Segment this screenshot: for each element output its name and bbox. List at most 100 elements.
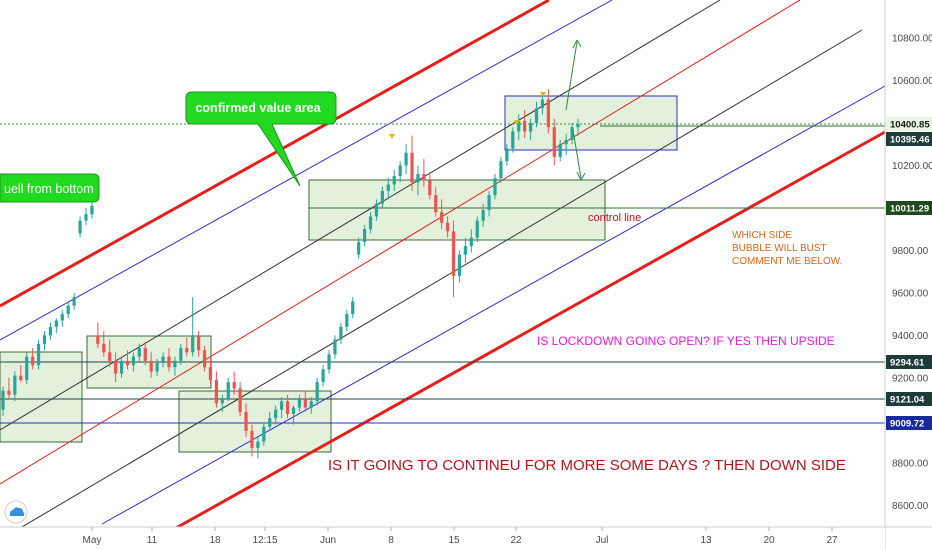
time-axis-background xyxy=(0,527,885,550)
channel-red-upper xyxy=(0,0,550,308)
candle-body xyxy=(558,144,562,157)
candle-body xyxy=(185,348,189,353)
callout-bell-text: uell from bottom xyxy=(4,182,94,196)
candle-body xyxy=(540,99,545,109)
lockdown-question: IS LOCKDOWN GOING OPEN? IF YES THEN UPSI… xyxy=(537,334,835,348)
candle-body xyxy=(285,401,290,414)
candle-body xyxy=(125,360,130,366)
candle-body xyxy=(475,220,479,238)
candle-body xyxy=(7,390,11,395)
candle-body xyxy=(517,120,521,132)
time-axis-ticks: May 11 18 12:15 Jun 8 15 22 Jul 13 20 27 xyxy=(83,527,838,546)
channel-red-lower xyxy=(175,130,886,530)
price-tag-label: 9294.61 xyxy=(890,358,925,369)
which-side-label: WHICH SIDE xyxy=(732,230,792,241)
time-axis[interactable]: May 11 18 12:15 Jun 8 15 22 Jul 13 20 27 xyxy=(0,526,932,550)
zone-may-2 xyxy=(178,390,332,453)
candlestick-series xyxy=(1,88,580,459)
candle-body xyxy=(108,352,112,361)
marker-top-3 xyxy=(540,92,546,97)
price-levels xyxy=(0,123,885,424)
candle-body xyxy=(137,348,141,357)
candle-body xyxy=(72,297,76,306)
candle-body xyxy=(546,99,550,128)
candle-body xyxy=(552,127,556,157)
candle-body xyxy=(244,411,248,431)
time-tick-label: Jun xyxy=(320,535,336,546)
candle-body xyxy=(392,176,396,185)
candle-body xyxy=(36,343,41,366)
zone-confirmed xyxy=(308,179,606,241)
tradingview-logo[interactable] xyxy=(4,500,28,524)
candle-body xyxy=(1,390,5,410)
candle-body xyxy=(191,335,195,353)
candle-body xyxy=(528,122,533,132)
channel-black-lower xyxy=(0,29,863,541)
candle-body xyxy=(362,229,367,242)
price-tag xyxy=(886,392,932,406)
candle-body xyxy=(149,360,153,372)
control-line-label: control line xyxy=(588,212,641,224)
candle-body xyxy=(511,131,515,149)
time-tick-label: 27 xyxy=(826,535,838,546)
price-tick-label: 9200.00 xyxy=(892,373,929,384)
candle-body xyxy=(422,173,426,181)
candle-body xyxy=(220,399,224,404)
candle-body xyxy=(226,382,230,400)
candle-body xyxy=(208,367,213,380)
candle-body xyxy=(214,379,219,404)
candle-body xyxy=(48,326,53,336)
marker-top-1 xyxy=(389,134,395,139)
candle-body xyxy=(309,401,313,408)
time-tick-label: 12:15 xyxy=(252,535,277,546)
price-tag xyxy=(886,117,932,131)
candle-body xyxy=(131,356,136,366)
candle-body xyxy=(368,216,373,230)
candle-body xyxy=(487,195,491,211)
candle-body xyxy=(161,356,165,363)
candle-body xyxy=(534,108,539,123)
zone-left xyxy=(0,351,83,443)
candle-body xyxy=(321,369,325,383)
candle-body xyxy=(155,362,159,372)
candle-body xyxy=(96,335,100,344)
candle-body xyxy=(78,220,82,234)
price-axis[interactable]: 8600.008800.009000.009200.009400.009600.… xyxy=(884,0,932,550)
candle-body xyxy=(143,348,147,361)
candle-body xyxy=(84,214,88,221)
arrow-up-head xyxy=(572,39,582,49)
price-tick-label: 8800.00 xyxy=(892,458,929,469)
candle-body xyxy=(66,305,70,315)
channel-red-median xyxy=(0,0,801,485)
time-tick-label: 18 xyxy=(209,535,221,546)
arrow-up-line xyxy=(565,41,578,111)
time-tick-label: 15 xyxy=(448,535,460,546)
price-tag-label: 10400.85 xyxy=(890,120,930,131)
price-tags: 10400.85 10395.46 10011.29 9294.61 9121.04 90… xyxy=(886,117,932,430)
candle-body xyxy=(102,343,106,353)
candle-body xyxy=(493,178,497,196)
candle-body xyxy=(315,382,319,402)
cloud-icon xyxy=(9,507,25,516)
candle-body xyxy=(428,180,432,196)
callout-bell-from-bottom: uell from bottom xyxy=(0,173,100,203)
price-tick-label: 8600.00 xyxy=(892,501,929,512)
candle-body xyxy=(25,356,29,380)
candle-body xyxy=(339,326,343,340)
comment-me-label: COMMENT ME BELOW. xyxy=(732,256,842,267)
candle-body xyxy=(333,339,337,355)
callout-confirmed-value-area: confirmed value area xyxy=(185,91,337,187)
candle-body xyxy=(457,254,462,276)
price-axis-background xyxy=(885,0,932,550)
candle-body xyxy=(250,430,254,448)
candle-body xyxy=(31,356,35,366)
candle-body xyxy=(268,418,272,427)
candle-body xyxy=(114,360,118,374)
candle-body xyxy=(256,441,260,448)
price-tick-label: 9800.00 xyxy=(892,246,929,257)
price-tag-label: 10011.29 xyxy=(890,204,929,215)
projection-arrows xyxy=(389,39,586,181)
candle-body xyxy=(576,124,580,128)
